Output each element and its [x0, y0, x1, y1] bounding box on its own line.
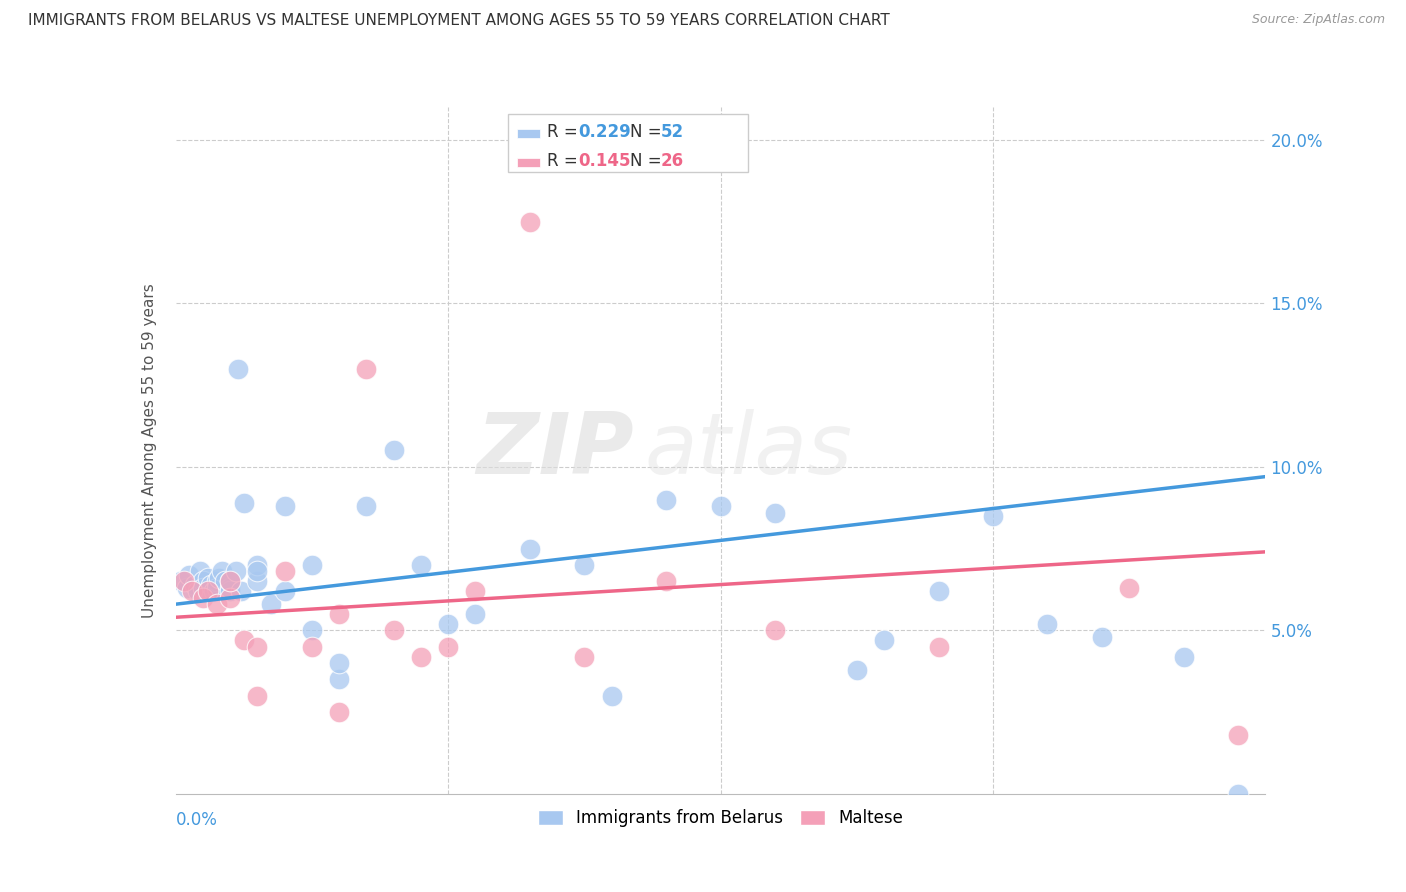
Point	[219, 574, 242, 589]
Text: 0.145: 0.145	[578, 153, 630, 170]
Point	[200, 577, 222, 591]
Point	[274, 584, 297, 599]
Point	[219, 584, 242, 599]
Point	[205, 581, 228, 595]
Point	[197, 584, 219, 599]
Point	[382, 624, 405, 638]
Point	[219, 574, 242, 589]
Point	[845, 663, 868, 677]
Text: 0.0%: 0.0%	[176, 811, 218, 829]
Point	[464, 607, 486, 621]
Point	[211, 565, 233, 579]
Point	[464, 584, 486, 599]
Point	[655, 574, 678, 589]
Text: ZIP: ZIP	[475, 409, 633, 492]
Point	[202, 584, 225, 599]
Point	[191, 591, 214, 605]
Point	[191, 574, 214, 589]
Point	[981, 508, 1004, 523]
Point	[301, 624, 323, 638]
Point	[246, 558, 269, 572]
Text: N =: N =	[630, 123, 666, 141]
Point	[382, 443, 405, 458]
Text: 26: 26	[661, 153, 683, 170]
Point	[763, 624, 786, 638]
Point	[184, 577, 207, 591]
Text: R =: R =	[547, 123, 583, 141]
Point	[1091, 630, 1114, 644]
Point	[328, 607, 350, 621]
Point	[197, 571, 219, 585]
Point	[219, 581, 242, 595]
Point	[274, 565, 297, 579]
Point	[356, 361, 378, 376]
Point	[246, 574, 269, 589]
Point	[214, 574, 236, 589]
Point	[188, 565, 211, 579]
Point	[181, 584, 204, 599]
Point	[205, 574, 228, 589]
Y-axis label: Unemployment Among Ages 55 to 59 years: Unemployment Among Ages 55 to 59 years	[142, 283, 157, 618]
Point	[232, 633, 254, 648]
Point	[655, 492, 678, 507]
Point	[328, 656, 350, 670]
FancyBboxPatch shape	[508, 114, 748, 172]
Text: R =: R =	[547, 153, 583, 170]
Point	[173, 574, 195, 589]
Point	[232, 496, 254, 510]
Legend: Immigrants from Belarus, Maltese: Immigrants from Belarus, Maltese	[531, 802, 910, 834]
Point	[437, 616, 460, 631]
Text: atlas: atlas	[644, 409, 852, 492]
Point	[519, 214, 541, 228]
Point	[928, 584, 950, 599]
Point	[600, 689, 623, 703]
Point	[186, 584, 209, 599]
Point	[1227, 787, 1250, 801]
Point	[763, 506, 786, 520]
Point	[519, 541, 541, 556]
Point	[301, 640, 323, 654]
Point	[710, 499, 733, 513]
Point	[260, 597, 283, 611]
Point	[409, 649, 432, 664]
Point	[928, 640, 950, 654]
Point	[574, 649, 596, 664]
Point	[246, 565, 269, 579]
Text: N =: N =	[630, 153, 666, 170]
Point	[274, 499, 297, 513]
Point	[170, 574, 193, 589]
Point	[246, 689, 269, 703]
Point	[1118, 581, 1140, 595]
Point	[208, 571, 231, 585]
Point	[219, 591, 242, 605]
Point	[1036, 616, 1059, 631]
Point	[301, 558, 323, 572]
Text: IMMIGRANTS FROM BELARUS VS MALTESE UNEMPLOYMENT AMONG AGES 55 TO 59 YEARS CORREL: IMMIGRANTS FROM BELARUS VS MALTESE UNEMP…	[28, 13, 890, 29]
Point	[179, 567, 201, 582]
FancyBboxPatch shape	[517, 129, 540, 137]
Point	[328, 705, 350, 719]
Point	[228, 361, 250, 376]
Point	[356, 499, 378, 513]
FancyBboxPatch shape	[517, 158, 540, 167]
Point	[225, 565, 247, 579]
Point	[231, 584, 253, 599]
Point	[574, 558, 596, 572]
Text: 52: 52	[661, 123, 683, 141]
Point	[409, 558, 432, 572]
Point	[437, 640, 460, 654]
Text: 0.229: 0.229	[578, 123, 630, 141]
Point	[246, 640, 269, 654]
Point	[328, 673, 350, 687]
Text: Source: ZipAtlas.com: Source: ZipAtlas.com	[1251, 13, 1385, 27]
Point	[191, 581, 214, 595]
Point	[176, 581, 198, 595]
Point	[1173, 649, 1195, 664]
Point	[205, 597, 228, 611]
Point	[873, 633, 896, 648]
Point	[1227, 728, 1250, 742]
